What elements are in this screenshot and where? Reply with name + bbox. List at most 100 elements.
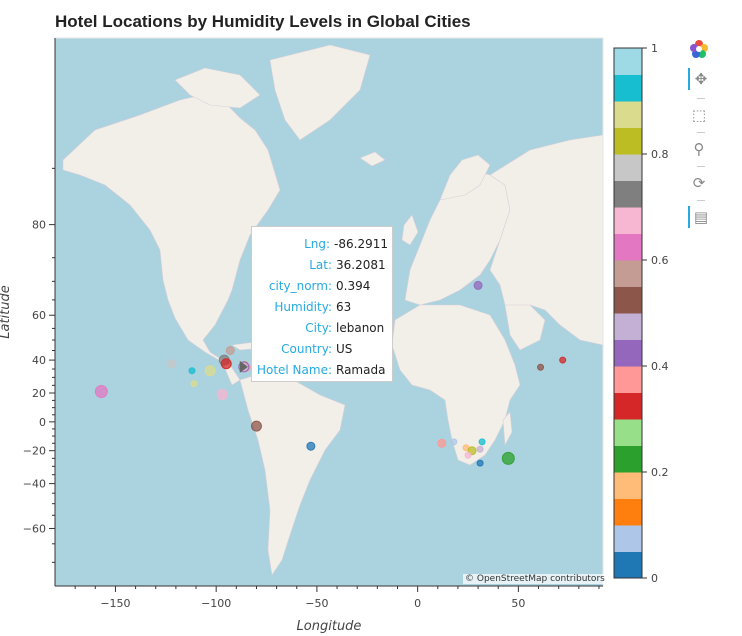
landmass-south-america	[239, 371, 346, 576]
hover-tooltip: Lng: -86.2911 Lat: 36.2081 city_norm: 0.394 Hu…	[251, 226, 393, 382]
colorbar-swatch	[614, 260, 642, 287]
colorbar-swatch	[614, 551, 642, 579]
reset-icon[interactable]: ⟳	[692, 174, 706, 192]
hotel-point[interactable]	[478, 438, 486, 446]
wheel-zoom-icon[interactable]: ⚲	[693, 140, 705, 158]
colorbar-tick-label: 0.6	[651, 254, 669, 267]
hotel-point[interactable]	[464, 451, 472, 459]
hotel-point[interactable]	[559, 356, 567, 364]
landmass-scandinavia	[439, 154, 491, 201]
toolbar-divider	[697, 166, 705, 167]
box-zoom-icon[interactable]: ⬚	[691, 106, 707, 124]
hotel-point[interactable]	[94, 384, 108, 398]
colorbar-swatch	[614, 339, 642, 367]
tooltip-value: 0.394	[336, 278, 371, 293]
y-tick-label: −40	[23, 478, 46, 491]
tooltip-key: City:	[305, 320, 332, 335]
colorbar-swatch	[614, 419, 642, 446]
colorbar-swatch	[614, 445, 642, 473]
colorbar-tick-label: 0.8	[651, 148, 669, 161]
colorbar-swatch	[614, 207, 642, 234]
pan-icon[interactable]: ✥	[688, 68, 712, 90]
hotel-point[interactable]	[188, 367, 196, 375]
tooltip-key: Hotel Name:	[256, 362, 332, 377]
landmass-madagascar	[502, 411, 513, 447]
tooltip-row: City: lebanon	[256, 317, 388, 338]
tooltip-value: -86.2911	[334, 236, 388, 251]
colorbar-swatch	[614, 180, 642, 208]
tooltip-row: Humidity: 63	[256, 296, 388, 317]
landmass-british-isles	[401, 214, 419, 246]
landmass-greenland	[269, 44, 371, 141]
tooltip-value: 63	[336, 299, 352, 314]
x-tick-label: −50	[305, 597, 328, 610]
tooltip-key: Country:	[281, 341, 332, 356]
landmass-arabia	[504, 304, 546, 351]
tooltip-key: Lng:	[304, 236, 331, 251]
y-tick-label: −60	[23, 522, 46, 535]
bokeh-logo-icon[interactable]	[688, 38, 710, 60]
hotel-point[interactable]	[501, 451, 515, 465]
hotel-point[interactable]	[225, 345, 235, 355]
colorbar-swatch	[614, 472, 642, 499]
x-axis-title: Longitude	[297, 619, 362, 634]
hotel-point[interactable]	[537, 363, 545, 371]
tooltip-key: Humidity:	[274, 299, 332, 314]
tooltip-row: Lat: 36.2081	[256, 254, 388, 275]
colorbar-swatch	[614, 48, 642, 75]
colorbar-tick-label: 1	[651, 42, 658, 55]
hotel-point[interactable]	[306, 441, 316, 451]
colorbar-swatch	[614, 392, 642, 420]
map-attribution: © OpenStreetMap contributors	[463, 574, 607, 584]
colorbar-frame	[613, 47, 643, 579]
colorbar-swatch	[614, 154, 642, 181]
chart-title: Hotel Locations by Humidity Levels in Gl…	[55, 12, 471, 31]
colorbar: 0 0.2 0.4 0.6 0.8 1	[613, 42, 669, 585]
tooltip-key: city_norm:	[268, 278, 332, 293]
hotel-point[interactable]	[167, 359, 177, 369]
colorbar-swatch	[614, 101, 642, 128]
colorbar-swatch	[614, 525, 642, 552]
hotel-point[interactable]	[437, 438, 447, 448]
tooltip-row: city_norm: 0.394	[256, 275, 388, 296]
y-tick-label: 20	[32, 387, 46, 400]
toolbar-divider	[697, 132, 705, 133]
tooltip-value: lebanon	[336, 320, 385, 335]
hotel-point[interactable]	[476, 459, 484, 467]
colorbar-swatch	[614, 313, 642, 340]
tooltip-value: US	[336, 341, 353, 356]
x-tick-label: −100	[201, 597, 231, 610]
y-axis: 80 60 40 20 0 −20 −40 −60	[23, 38, 56, 586]
colorbar-tick-label: 0	[651, 572, 658, 585]
landmass-north-america	[62, 91, 281, 386]
hotel-point[interactable]	[204, 365, 216, 377]
colorbar-swatch	[614, 286, 642, 314]
hotel-point[interactable]	[450, 438, 458, 446]
hotel-point[interactable]	[250, 420, 262, 432]
hotel-point[interactable]	[190, 380, 198, 388]
y-tick-label: 80	[32, 219, 46, 232]
tooltip-key: Lat:	[309, 257, 332, 272]
y-axis-title: Latitude	[0, 285, 13, 339]
colorbar-swatch	[614, 366, 642, 393]
tooltip-row: Country: US	[256, 338, 388, 359]
colorbar-tick-label: 0.4	[651, 360, 669, 373]
tooltip-pointer	[239, 360, 248, 373]
hover-icon[interactable]: ▤	[688, 206, 712, 228]
hotel-point[interactable]	[473, 280, 483, 290]
colorbar-tick-label: 0.2	[651, 466, 669, 479]
x-tick-label: 50	[511, 597, 525, 610]
y-tick-label: 60	[32, 309, 46, 322]
colorbar-swatch	[614, 233, 642, 261]
landmass-africa	[391, 304, 521, 466]
landmass-arctic-islands	[174, 67, 261, 109]
y-tick-label: −20	[23, 445, 46, 458]
colorbar-swatch	[614, 498, 642, 526]
hotel-point[interactable]	[476, 445, 484, 453]
hotel-point[interactable]	[220, 358, 232, 370]
tooltip-row: Hotel Name: Ramada	[256, 359, 388, 380]
hotel-point[interactable]	[216, 388, 228, 400]
tooltip-row: Lng: -86.2911	[256, 233, 388, 254]
y-tick-label: 0	[39, 416, 46, 429]
